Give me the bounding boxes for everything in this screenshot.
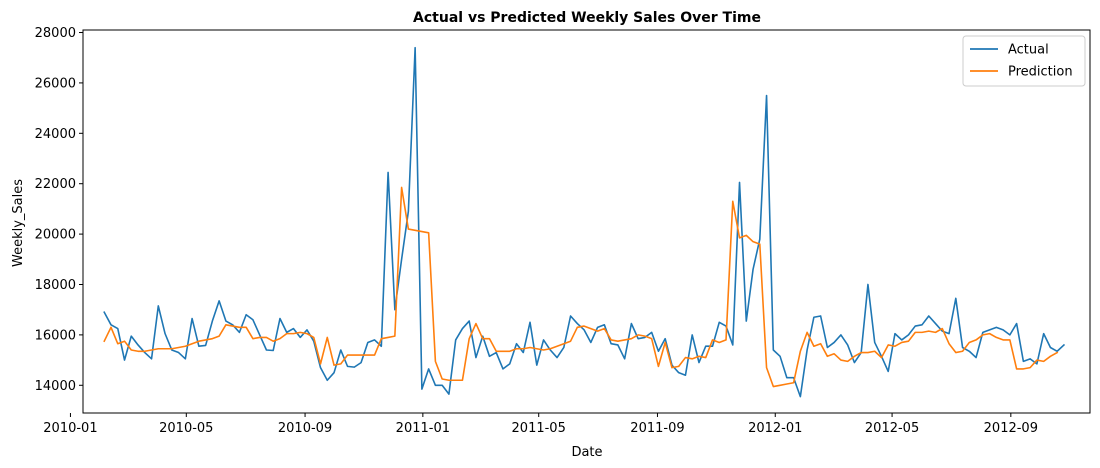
y-tick-label: 28000 bbox=[35, 26, 76, 41]
y-tick-label: 14000 bbox=[35, 379, 76, 394]
x-tick-label: 2010-01 bbox=[43, 421, 97, 436]
x-tick-label: 2010-05 bbox=[159, 421, 213, 436]
legend-label: Actual bbox=[1008, 43, 1049, 58]
x-axis: 2010-01 2010-05 2010-09 2011-01 2011-05 2011-… bbox=[43, 413, 1038, 436]
x-tick-label: 2012-09 bbox=[984, 421, 1038, 436]
y-tick-label: 24000 bbox=[35, 127, 76, 142]
series-line-actual bbox=[103, 46, 1066, 398]
y-tick-label: 16000 bbox=[35, 328, 76, 343]
legend: Actual Prediction bbox=[962, 35, 1086, 87]
x-tick-label: 2011-01 bbox=[396, 421, 450, 436]
y-axis-label: Weekly_Sales bbox=[11, 179, 26, 267]
legend-label: Prediction bbox=[1008, 65, 1073, 80]
plot-frame bbox=[82, 29, 1091, 414]
y-tick-label: 22000 bbox=[35, 177, 76, 192]
series-line-prediction bbox=[103, 186, 1059, 388]
chart-title: Actual vs Predicted Weekly Sales Over Ti… bbox=[413, 10, 761, 26]
x-tick-label: 2012-05 bbox=[865, 421, 919, 436]
x-tick-label: 2012-01 bbox=[748, 421, 802, 436]
y-tick-label: 26000 bbox=[35, 76, 76, 91]
y-axis: 14000 16000 18000 20000 22000 24000 26000 28000 bbox=[35, 26, 83, 394]
x-tick-label: 2011-05 bbox=[512, 421, 566, 436]
x-tick-label: 2011-09 bbox=[630, 421, 684, 436]
y-tick-label: 18000 bbox=[35, 278, 76, 293]
y-tick-label: 20000 bbox=[35, 228, 76, 243]
series-group bbox=[103, 46, 1066, 398]
x-axis-label: Date bbox=[571, 445, 602, 460]
x-tick-label: 2010-09 bbox=[278, 421, 332, 436]
